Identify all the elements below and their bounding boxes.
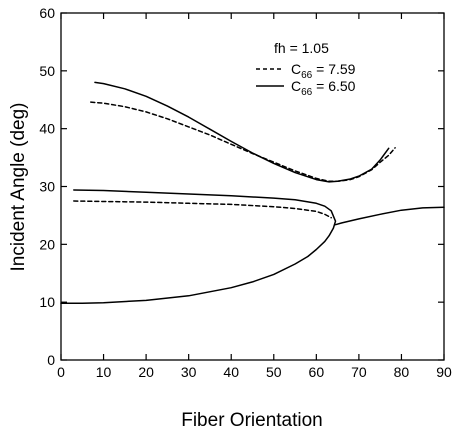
x-tick-label: 10 xyxy=(96,364,112,380)
y-axis-title: Incident Angle (deg) xyxy=(8,102,29,271)
series-line-4 xyxy=(334,206,445,226)
legend-label-solid-sub: 66 xyxy=(301,87,313,98)
y-tick-label: 10 xyxy=(39,294,55,310)
series-layer xyxy=(60,81,445,305)
series-line-0 xyxy=(90,101,396,183)
legend-label-solid: C66 = 6.50 xyxy=(291,78,356,98)
x-tick-label: 40 xyxy=(223,364,239,380)
series-line-2 xyxy=(73,200,332,219)
x-axis-title: Fiber Orientation xyxy=(181,410,323,431)
y-tick-label: 0 xyxy=(47,352,55,368)
x-tick-label: 0 xyxy=(57,364,65,380)
legend-label-solid-rest: = 6.50 xyxy=(312,78,355,94)
legend-label-solid-main: C xyxy=(291,78,301,94)
legend: fh = 1.05 C66 = 7.59 C66 = 6.50 xyxy=(256,40,356,98)
y-tick-label: 60 xyxy=(39,5,55,21)
series-line-1 xyxy=(94,81,390,183)
x-tick-label: 20 xyxy=(138,364,154,380)
y-tick-label: 50 xyxy=(39,63,55,79)
axis-ticks xyxy=(60,12,445,361)
legend-label-dashed-rest: = 7.59 xyxy=(312,61,355,77)
y-tick-label: 30 xyxy=(39,179,55,195)
x-tick-label: 70 xyxy=(351,364,367,380)
plot-frame xyxy=(60,12,445,361)
legend-label-dashed-main: C xyxy=(291,61,301,77)
x-tick-label: 90 xyxy=(436,364,452,380)
series-line-3 xyxy=(60,189,337,305)
y-tick-label: 40 xyxy=(39,121,55,137)
legend-label-dashed: C66 = 7.59 xyxy=(291,61,356,81)
x-tick-label: 50 xyxy=(266,364,282,380)
x-tick-label: 60 xyxy=(309,364,325,380)
legend-header: fh = 1.05 xyxy=(274,40,329,56)
x-tick-label: 80 xyxy=(394,364,410,380)
x-tick-label: 30 xyxy=(181,364,197,380)
tick-labels: 0 10 20 30 40 50 60 70 80 90 0 10 20 30 40 50 60 xyxy=(39,5,452,380)
y-tick-label: 20 xyxy=(39,236,55,252)
legend-label-dashed-sub: 66 xyxy=(301,70,313,81)
